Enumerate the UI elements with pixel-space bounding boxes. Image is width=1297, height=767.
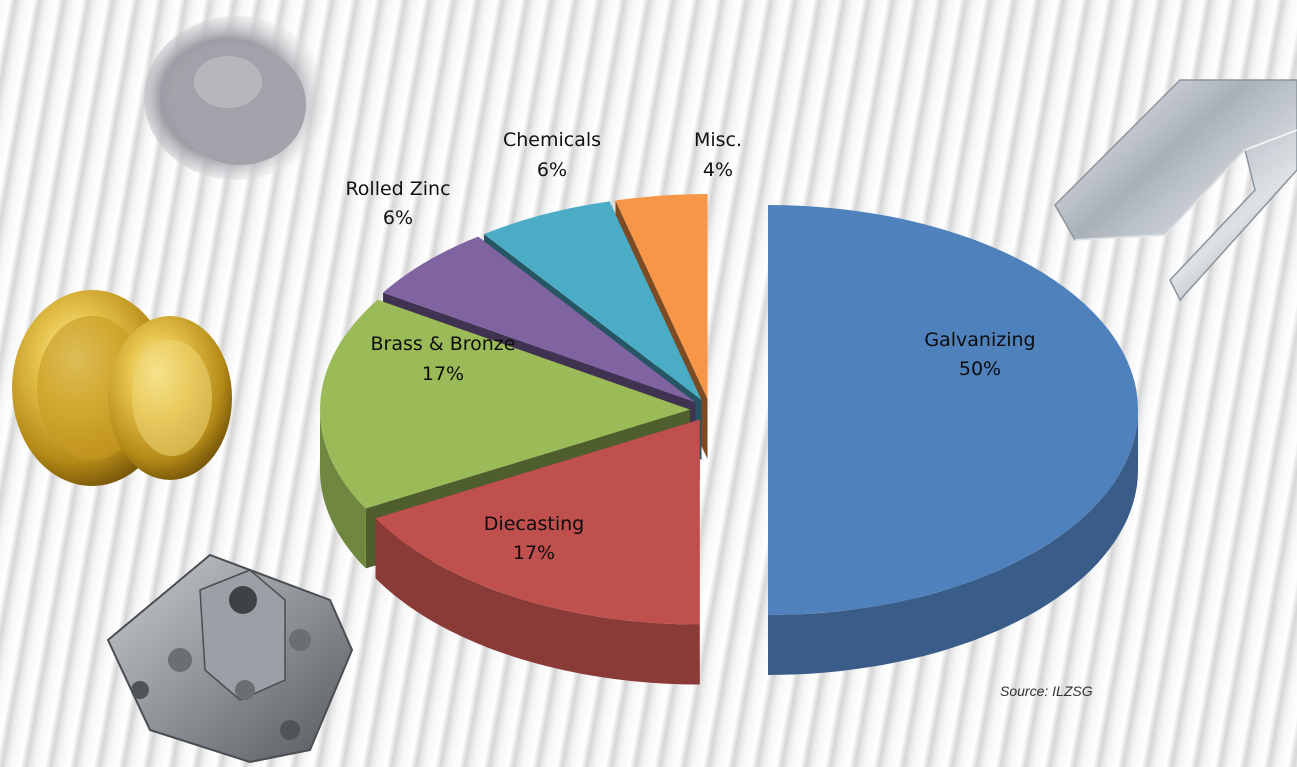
pie-slice-diecasting [375, 419, 700, 685]
slice-label-misc-value: 4% [703, 159, 733, 181]
slice-label-brass-bronze-name: Brass & Bronze [371, 333, 516, 355]
pie-slice-diecasting-wall [375, 518, 700, 685]
pie-slice-diecasting-top [375, 419, 700, 625]
slice-label-galvanizing: Galvanizing 50% [924, 329, 1035, 380]
pie-slice-galvanizing-wall [768, 410, 1138, 675]
slice-label-rolled-zinc: Rolled Zinc 6% [345, 178, 450, 229]
pie-slice-brass-bronze-top [320, 299, 691, 509]
slice-label-rolled-zinc-name: Rolled Zinc [345, 178, 450, 200]
slice-label-chemicals-value: 6% [537, 159, 567, 181]
zinc-powder-icon [144, 16, 328, 180]
slice-label-brass-bronze: Brass & Bronze 17% [371, 333, 516, 385]
pie-slice-rolled-zinc-top [383, 236, 696, 403]
galvanized-steel-channel-icon [1054, 79, 1297, 302]
slice-label-galvanizing-value: 50% [959, 358, 1001, 380]
slice-label-misc: Misc. 4% [694, 129, 742, 181]
brass-door-knob-icon [12, 290, 232, 486]
slice-label-chemicals-name: Chemicals [503, 129, 601, 151]
slice-label-rolled-zinc-value: 6% [383, 207, 413, 229]
source-note: Source: ILZSG [1000, 683, 1093, 699]
slice-label-diecasting: Diecasting 17% [484, 513, 584, 564]
slice-label-diecasting-name: Diecasting [484, 513, 584, 535]
diecast-part-icon [106, 553, 354, 764]
slice-label-chemicals: Chemicals 6% [503, 129, 601, 181]
slice-label-galvanizing-name: Galvanizing [924, 329, 1035, 351]
slice-label-misc-name: Misc. [694, 129, 742, 151]
pie-chart [320, 194, 1138, 685]
pie-slice-galvanizing-top [768, 205, 1138, 615]
slice-label-brass-bronze-value: 17% [422, 363, 464, 385]
pie-slice-brass-bronze-wall [320, 409, 366, 569]
pie-slice-chemicals-top [484, 201, 702, 400]
pie-slice-galvanizing [768, 205, 1138, 675]
slice-label-diecasting-value: 17% [513, 542, 555, 564]
pie-slice-misc-top [615, 194, 708, 400]
